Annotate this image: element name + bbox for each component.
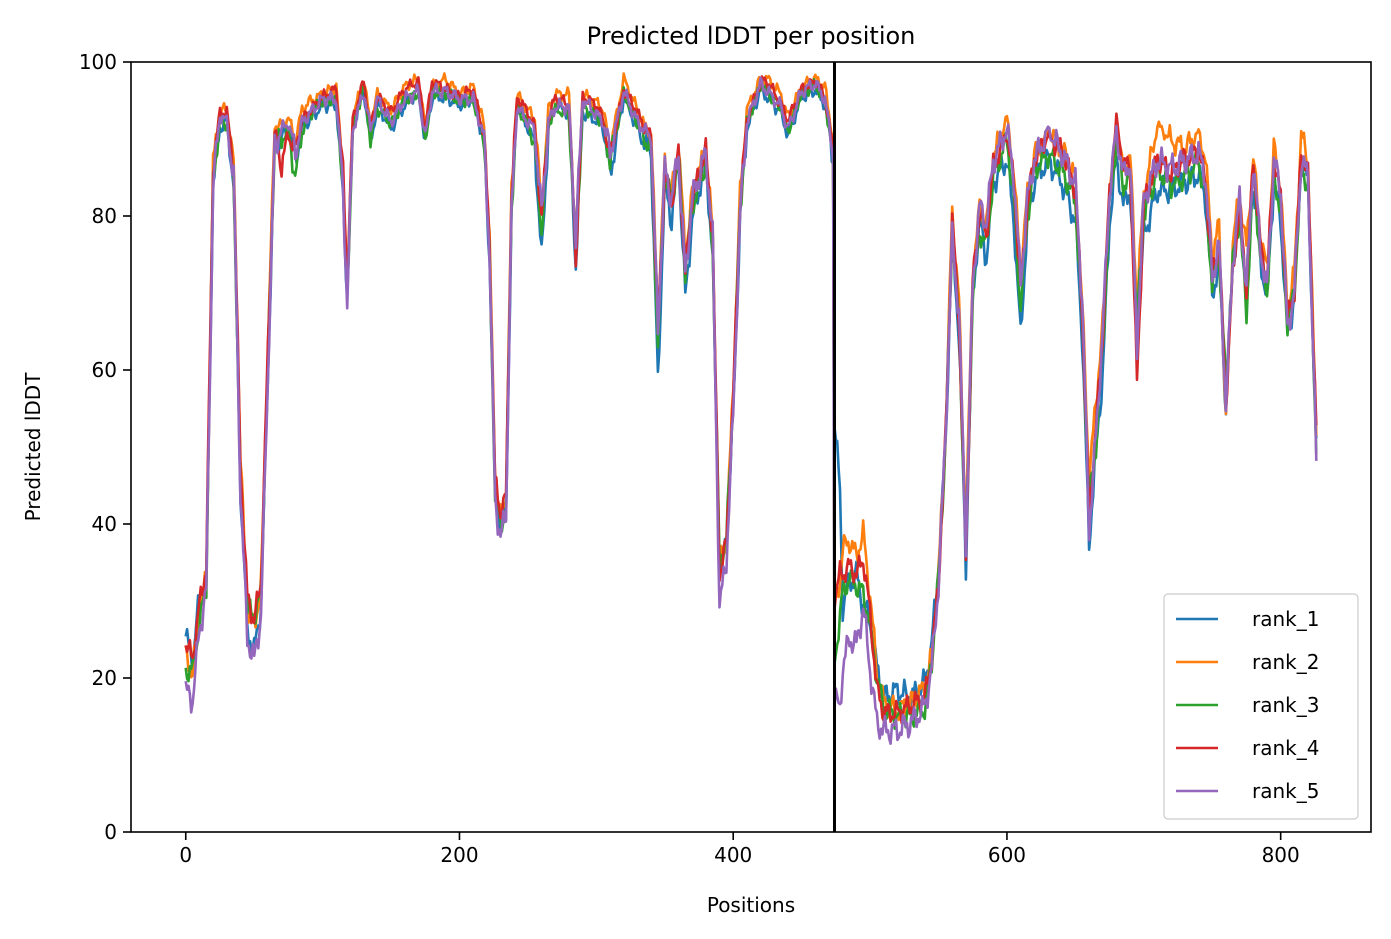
x-axis: 0 200 400 600 800 bbox=[179, 832, 1300, 867]
x-tick-label: 400 bbox=[714, 843, 752, 867]
plot-area bbox=[184, 72, 1318, 745]
y-axis: 0 20 40 60 80 100 bbox=[79, 50, 131, 844]
legend-label-rank_4: rank_4 bbox=[1252, 736, 1319, 760]
legend-label-rank_5: rank_5 bbox=[1252, 779, 1319, 803]
series-line-rank_2 bbox=[184, 72, 1318, 722]
y-tick-label: 80 bbox=[92, 204, 117, 228]
legend-label-rank_1: rank_1 bbox=[1252, 607, 1319, 631]
y-axis-title: Predicted lDDT bbox=[21, 372, 45, 522]
legend: rank_1 rank_2 rank_3 rank_4 rank_5 bbox=[1163, 593, 1359, 820]
x-tick-label: 800 bbox=[1262, 843, 1300, 867]
legend-box bbox=[1163, 593, 1359, 820]
plot-frame bbox=[130, 61, 1372, 833]
x-tick-label: 600 bbox=[988, 843, 1026, 867]
x-axis-title: Positions bbox=[707, 893, 795, 917]
legend-label-rank_3: rank_3 bbox=[1252, 693, 1319, 717]
y-tick-label: 40 bbox=[92, 512, 117, 536]
chart-title: Predicted lDDT per position bbox=[587, 22, 916, 50]
x-tick-label: 200 bbox=[440, 843, 478, 867]
x-tick-label: 0 bbox=[179, 843, 192, 867]
series-line-rank_5 bbox=[184, 76, 1318, 745]
y-tick-label: 20 bbox=[92, 666, 117, 690]
y-tick-label: 100 bbox=[79, 50, 117, 74]
y-tick-label: 0 bbox=[104, 820, 117, 844]
legend-label-rank_2: rank_2 bbox=[1252, 650, 1319, 674]
y-tick-label: 60 bbox=[92, 358, 117, 382]
